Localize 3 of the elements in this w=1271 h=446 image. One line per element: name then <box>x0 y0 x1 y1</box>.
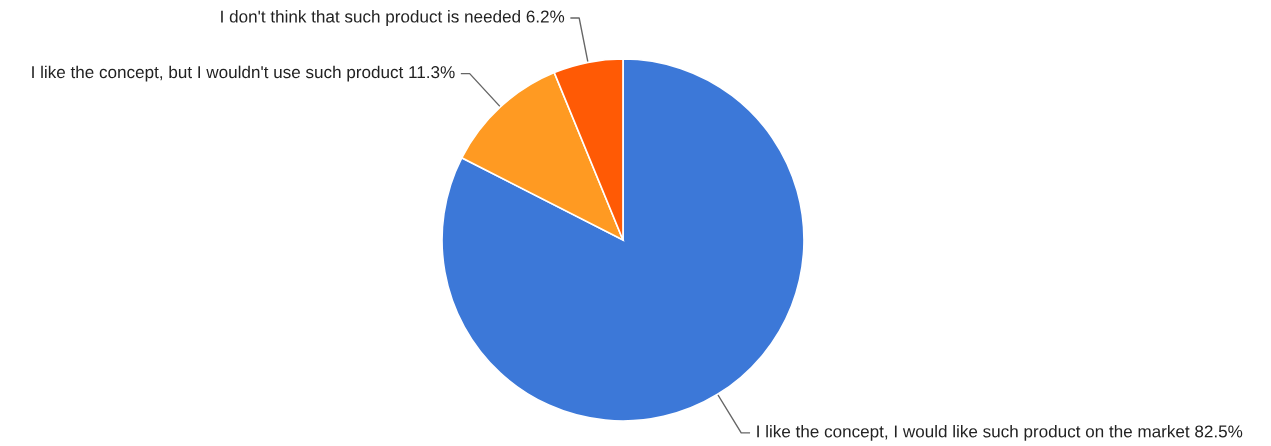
slice-label: I don't think that such product is needed 6.2% <box>221 10 565 26</box>
slice-label: I like the concept, but I wouldn't use such product 11.3% <box>32 65 455 82</box>
slice-label: I like the concept, I would like such product on the market 82.5% <box>757 424 1243 441</box>
